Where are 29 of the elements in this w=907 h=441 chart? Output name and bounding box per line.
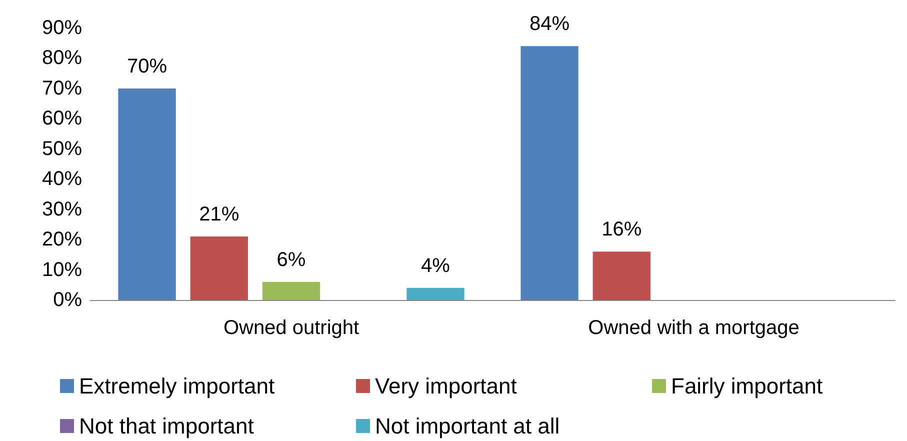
y-tick-label: 10% (42, 258, 82, 281)
data-label: 84% (530, 13, 570, 36)
y-tick-label: 70% (42, 77, 82, 100)
y-tick-label: 30% (42, 198, 82, 220)
bar (592, 252, 650, 300)
legend-label: Very important (375, 374, 517, 398)
x-tick-label: Owned with a mortgage (588, 317, 800, 339)
legend-label: Not that important (79, 414, 254, 438)
y-tick-label: 0% (53, 289, 82, 311)
x-tick-label: Owned outright (223, 317, 360, 339)
y-tick-label: 90% (42, 17, 82, 39)
data-label: 4% (421, 254, 450, 277)
data-label: 21% (199, 204, 240, 226)
bar (262, 282, 320, 300)
data-label: 70% (127, 55, 168, 78)
bar (190, 236, 248, 300)
y-tick-label: 50% (42, 138, 82, 160)
legend-label: Extremely important (79, 374, 275, 398)
y-tick-label: 60% (42, 108, 82, 130)
y-tick-label: 80% (42, 47, 82, 70)
bar (406, 288, 464, 300)
data-label: 16% (602, 218, 642, 241)
bar (118, 88, 176, 300)
legend-label: Fairly important (671, 374, 823, 398)
y-tick-label: 20% (42, 228, 82, 251)
legend-label: Not important at all (375, 414, 560, 438)
data-label: 6% (276, 248, 306, 271)
bar (520, 46, 578, 300)
y-tick-label: 40% (42, 168, 82, 190)
